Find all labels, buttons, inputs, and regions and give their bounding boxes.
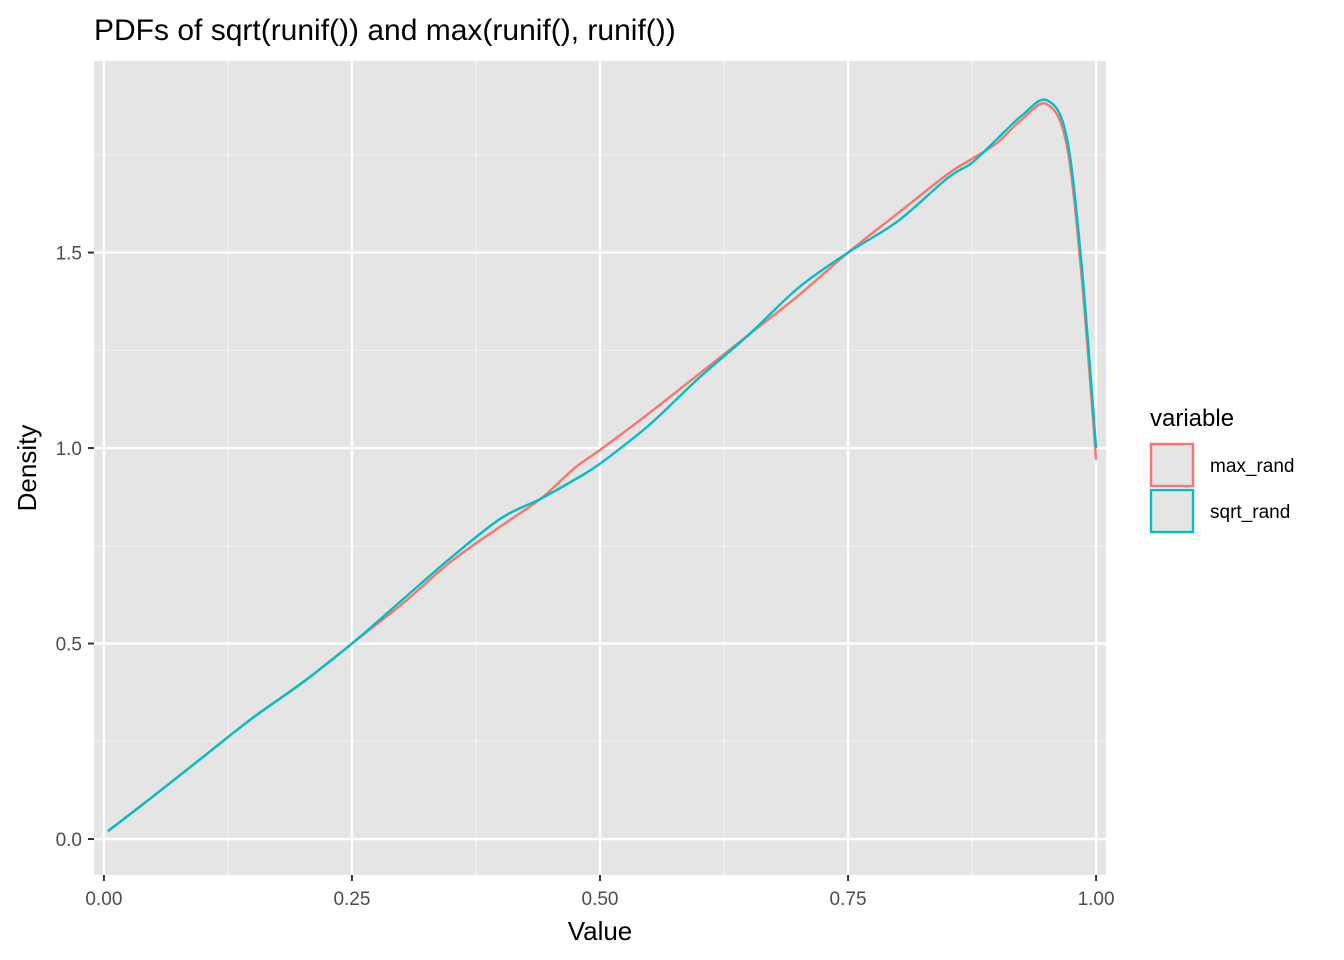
x-tick-label: 0.25: [333, 889, 370, 910]
x-tick-label: 0.50: [582, 889, 619, 910]
series-layer: [107, 98, 1098, 833]
legend-title: variable: [1150, 405, 1234, 432]
chart-title: PDFs of sqrt(runif()) and max(runif(), r…: [94, 14, 676, 47]
y-axis: 0.0 0.5 1.0 1.5: [56, 244, 94, 851]
legend-key-sqrt-rand: [1149, 488, 1195, 534]
series-line-sqrt-rand: [107, 98, 1098, 833]
y-tick-label: 0.5: [56, 635, 82, 656]
legend: variable max_rand sqrt_rand: [1149, 405, 1295, 534]
y-axis-title: Density: [12, 425, 42, 512]
major-gridlines: [94, 61, 1106, 875]
legend-key-max-rand: [1149, 442, 1195, 488]
y-tick-label: 1.0: [56, 439, 82, 460]
x-tick-label: 1.00: [1078, 889, 1115, 910]
x-axis: 0.00 0.25 0.50 0.75 1.00: [85, 875, 1115, 910]
y-tick-label: 1.5: [56, 244, 82, 265]
y-tick-label: 0.0: [56, 830, 82, 851]
x-tick-label: 0.75: [830, 889, 867, 910]
x-axis-title: Value: [568, 916, 633, 946]
legend-label-max-rand: max_rand: [1210, 456, 1295, 477]
legend-label-sqrt-rand: sqrt_rand: [1210, 502, 1290, 523]
x-tick-label: 0.00: [85, 889, 122, 910]
